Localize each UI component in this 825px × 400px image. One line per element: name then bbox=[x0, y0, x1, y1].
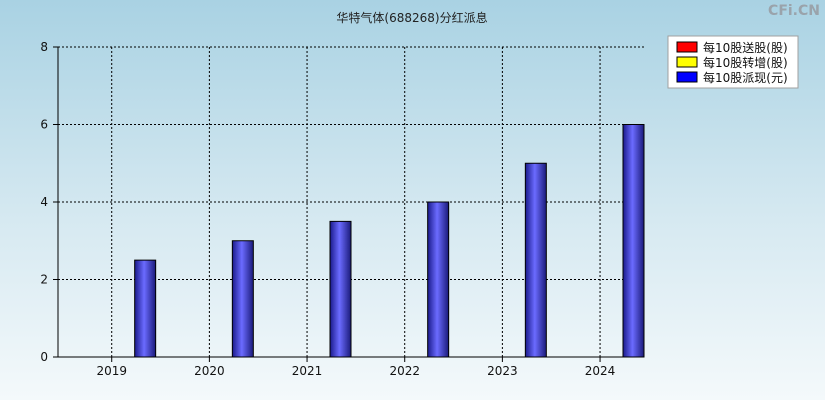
x-tick-label: 2023 bbox=[487, 364, 518, 378]
x-tick-label: 2021 bbox=[292, 364, 323, 378]
legend-label: 每10股转增(股) bbox=[703, 55, 788, 70]
axis-layer: 0 2 4 6 8 2019 2020 2021 2022 2023 2024 bbox=[40, 40, 644, 378]
bar bbox=[329, 220, 352, 358]
legend-label: 每10股送股(股) bbox=[703, 40, 788, 55]
bar bbox=[231, 240, 254, 358]
chart-title: 华特气体(688268)分红派息 bbox=[336, 10, 487, 25]
legend-swatch bbox=[676, 71, 698, 83]
legend-label: 每10股派现(元) bbox=[703, 70, 788, 85]
watermark: CFi.CN bbox=[768, 3, 820, 19]
y-tick-label: 6 bbox=[40, 118, 48, 132]
x-tick-label: 2019 bbox=[96, 364, 127, 378]
y-tick-label: 2 bbox=[40, 273, 48, 287]
bars-layer bbox=[134, 124, 645, 358]
bar bbox=[427, 201, 450, 358]
y-tick-label: 4 bbox=[40, 195, 48, 209]
legend-swatch bbox=[676, 56, 698, 68]
bar bbox=[524, 162, 547, 358]
bar bbox=[134, 259, 157, 358]
legend-swatch bbox=[676, 41, 698, 53]
plot-area: 0 2 4 6 8 2019 2020 2021 2022 2023 2024 bbox=[40, 40, 645, 378]
x-tick-label: 2020 bbox=[194, 364, 225, 378]
legend: 每10股送股(股)每10股转增(股)每10股派现(元) bbox=[667, 35, 799, 89]
y-tick-label: 0 bbox=[40, 350, 48, 364]
y-tick-label: 8 bbox=[40, 40, 48, 54]
x-tick-label: 2022 bbox=[389, 364, 420, 378]
x-tick-label: 2024 bbox=[585, 364, 616, 378]
bar bbox=[622, 124, 645, 358]
legend-items: 每10股送股(股)每10股转增(股)每10股派现(元) bbox=[676, 40, 788, 85]
